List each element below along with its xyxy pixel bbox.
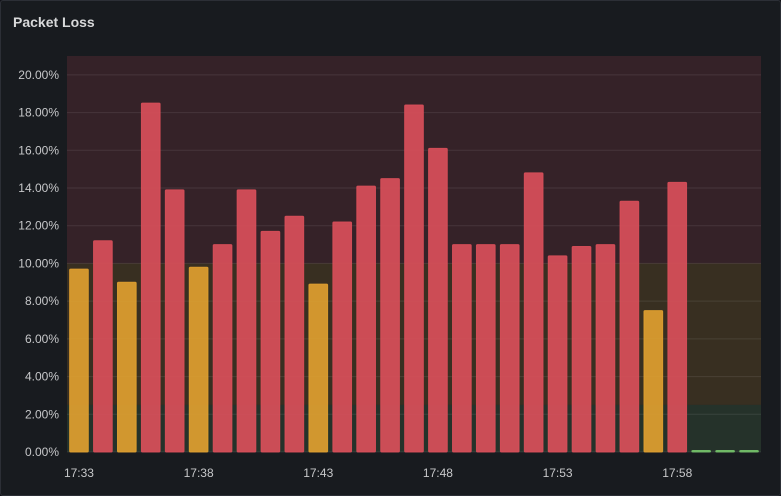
bar[interactable]: [667, 181, 688, 453]
x-tick-label: 17:58: [662, 466, 692, 480]
y-tick-label: 10.00%: [18, 256, 59, 270]
bar[interactable]: [69, 268, 89, 453]
bar[interactable]: [308, 283, 329, 453]
bar[interactable]: [212, 244, 233, 453]
y-tick-label: 20.00%: [18, 68, 59, 82]
y-tick-label: 12.00%: [18, 219, 59, 233]
bar[interactable]: [284, 215, 305, 453]
bar[interactable]: [571, 245, 592, 453]
bar[interactable]: [93, 240, 113, 453]
bar[interactable]: [643, 310, 664, 453]
bar[interactable]: [691, 450, 712, 453]
panel-title[interactable]: Packet Loss: [13, 14, 95, 30]
bar[interactable]: [332, 221, 353, 453]
x-tick-label: 17:43: [303, 466, 333, 480]
bar[interactable]: [116, 281, 137, 453]
y-tick-label: 6.00%: [25, 332, 59, 346]
bar[interactable]: [260, 230, 281, 453]
bar[interactable]: [452, 244, 472, 453]
y-tick-label: 4.00%: [25, 370, 59, 384]
bar[interactable]: [236, 189, 257, 453]
bar[interactable]: [404, 104, 424, 453]
bar[interactable]: [188, 266, 209, 453]
y-tick-label: 18.00%: [18, 106, 59, 120]
x-tick-label: 17:53: [543, 466, 573, 480]
bar[interactable]: [475, 244, 496, 453]
x-tick-label: 17:33: [64, 466, 94, 480]
bar[interactable]: [619, 200, 640, 453]
bar[interactable]: [523, 172, 544, 453]
y-tick-label: 16.00%: [18, 143, 59, 157]
x-axis-ticks: 17:33 17:38 17:43 17:48 17:53 17:58: [64, 466, 693, 480]
bar[interactable]: [547, 255, 568, 453]
y-tick-label: 8.00%: [25, 294, 59, 308]
bar[interactable]: [715, 450, 735, 453]
bars: [69, 102, 759, 453]
bar[interactable]: [499, 244, 520, 453]
bar[interactable]: [380, 178, 400, 453]
bar[interactable]: [140, 102, 161, 453]
bar[interactable]: [595, 244, 616, 453]
y-axis-ticks: 0.00% 2.00% 4.00% 6.00% 8.00% 10.00% 12.00% 14.…: [18, 68, 59, 459]
x-tick-label: 17:48: [423, 466, 453, 480]
bar[interactable]: [356, 185, 376, 453]
bar[interactable]: [428, 147, 448, 453]
bar[interactable]: [164, 189, 185, 453]
x-tick-label: 17:38: [184, 466, 214, 480]
y-tick-label: 0.00%: [25, 445, 59, 459]
y-tick-label: 2.00%: [25, 407, 59, 421]
bar[interactable]: [739, 450, 759, 453]
y-tick-label: 14.00%: [18, 181, 59, 195]
